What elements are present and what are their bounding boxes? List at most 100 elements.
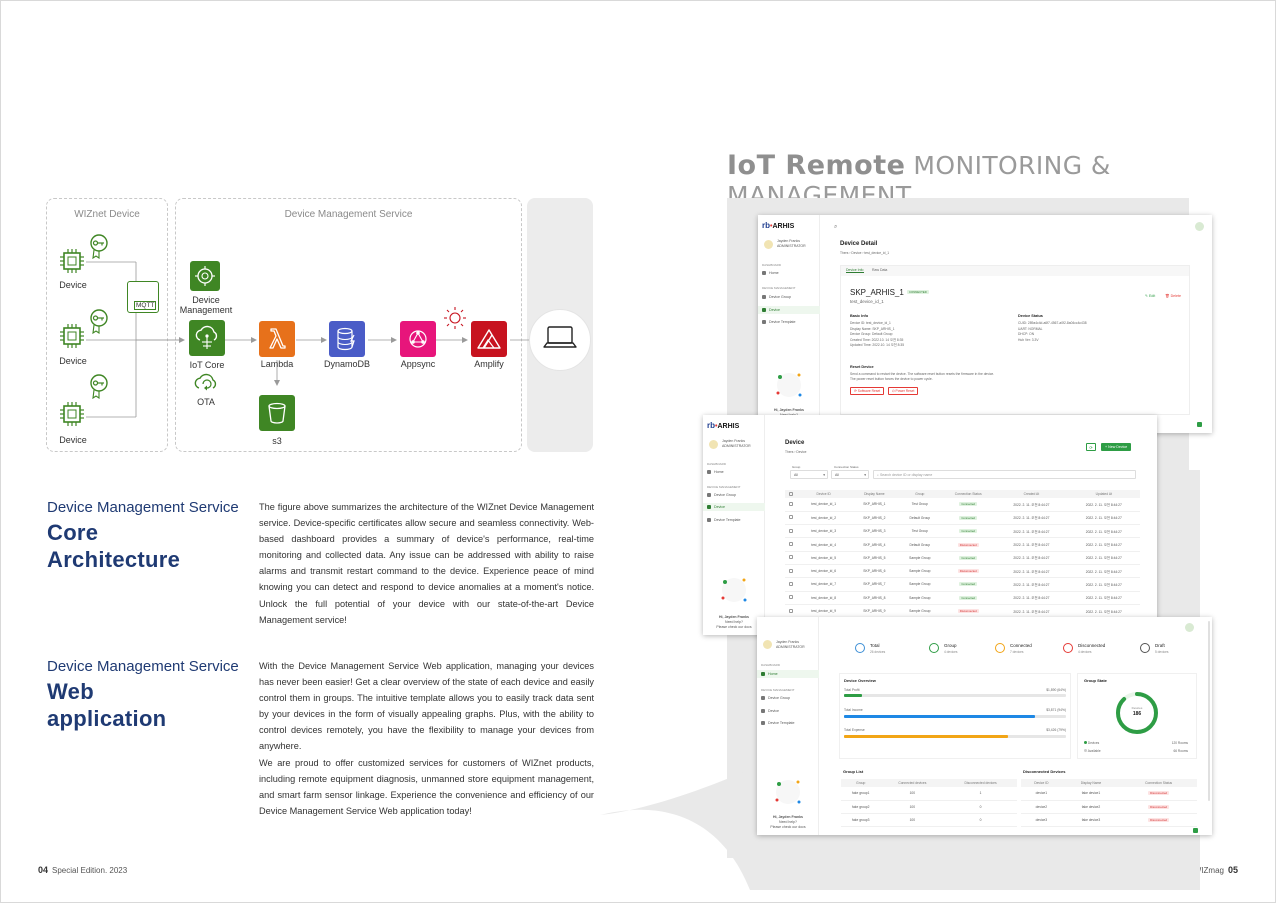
nav-item-device[interactable]: Device	[703, 503, 765, 511]
row-checkbox[interactable]	[785, 564, 797, 579]
table-row[interactable]: test_device_id_5 SKP_ARHIS_5 Sample Group C…	[785, 551, 1140, 565]
avatar[interactable]	[763, 640, 772, 649]
stat-disconnected-label: Disconnected	[1078, 643, 1106, 648]
web-section-body: With the Device Management Service Web a…	[259, 658, 594, 819]
table-cell: device3	[1021, 813, 1062, 828]
column-header[interactable]: Created At	[995, 490, 1068, 498]
web-body-paragraph-2: We are proud to offer customized service…	[259, 757, 594, 816]
nav-home-label: Home	[769, 271, 779, 275]
table-row[interactable]: test_device_id_3 SKP_ARHIS_3 Test Group Con…	[785, 524, 1140, 539]
s3-icon	[259, 395, 295, 431]
device-template-icon	[761, 721, 765, 725]
device-chip-icon-2	[58, 322, 86, 350]
nav-item-home[interactable]: Home	[758, 269, 820, 277]
table-row[interactable]: device2 fake device2 Disconnected	[1021, 800, 1197, 815]
column-header[interactable]: Connected devices	[880, 779, 945, 787]
nav-item-device[interactable]: Device	[757, 707, 819, 715]
row-checkbox[interactable]	[785, 604, 797, 619]
column-header[interactable]: Disconnected devices	[944, 779, 1017, 787]
edit-button[interactable]: ✎ Edit	[1145, 294, 1156, 298]
table-cell: fake group1	[841, 787, 881, 801]
column-header[interactable]: Group	[841, 779, 881, 787]
table-cell: 2022. 2. 11. 오전 8:44:27	[1067, 498, 1140, 512]
core-title-line2: Architecture	[47, 547, 181, 572]
nav-item-device-template[interactable]: Device Template	[757, 719, 819, 727]
table-row[interactable]: test_device_id_1 SKP_ARHIS_1 Test Group Con…	[785, 498, 1140, 512]
legend-label: Devices	[1087, 741, 1100, 745]
column-header[interactable]: Device ID	[797, 490, 851, 498]
software-reset-button[interactable]: ⟳ Software Reset	[850, 387, 885, 395]
row-checkbox[interactable]	[785, 524, 797, 539]
row-checkbox[interactable]	[785, 537, 797, 552]
table-cell: SKP_ARHIS_6	[850, 564, 899, 579]
connection-status-cell: Disconnected	[941, 604, 996, 619]
table-cell: 1	[944, 787, 1017, 801]
tab-device-info[interactable]: Device Info	[846, 268, 864, 273]
nav-item-device-group[interactable]: Device Group	[703, 491, 765, 499]
table-row[interactable]: test_device_id_8 SKP_ARHIS_8 Sample Group C…	[785, 591, 1140, 605]
refresh-button[interactable]: ⟳	[1086, 443, 1096, 451]
nav-item-device-group[interactable]: Device Group	[757, 694, 819, 702]
filter-connection-select[interactable]: All ▾	[831, 470, 869, 479]
heading-iot-remote: IoT Remote	[727, 150, 906, 181]
status-badge: Disconnected	[957, 569, 979, 574]
nav-item-home[interactable]: Home	[703, 468, 765, 476]
table-cell: 100	[880, 787, 945, 801]
row-checkbox[interactable]	[785, 577, 797, 592]
table-cell: test_device_id_9	[797, 604, 851, 619]
delete-button-label: Delete	[1170, 294, 1181, 298]
column-header[interactable]: Display Name	[850, 490, 899, 498]
chat-icon[interactable]	[1193, 828, 1198, 833]
sidebar-illustration	[711, 570, 757, 610]
search-icon[interactable]: ⌕	[834, 224, 838, 230]
web-body-paragraph-1: With the Device Management Service Web a…	[259, 661, 594, 752]
tab-raw-data[interactable]: Raw Data	[872, 268, 888, 272]
dynamodb-icon	[329, 321, 365, 357]
nav-item-home[interactable]: Home	[757, 670, 819, 678]
amplify-alert-icon	[443, 306, 467, 330]
table-cell: 2022. 2. 11. 오전 8:44:27	[1067, 604, 1140, 619]
row-checkbox[interactable]	[785, 551, 797, 565]
filter-group-value: All	[794, 473, 798, 477]
nav-item-device-template[interactable]: Device Template	[758, 318, 820, 326]
delete-button[interactable]: 🗑 Delete	[1165, 294, 1181, 298]
select-all-checkbox[interactable]	[785, 490, 797, 498]
filter-group-select[interactable]: All ▾	[790, 470, 828, 479]
power-reset-button[interactable]: ⏻ Power Reset	[888, 387, 919, 395]
table-row[interactable]: test_device_id_9 SKP_ARHIS_9 Sample Group D…	[785, 604, 1140, 619]
scrollbar[interactable]	[1208, 621, 1210, 801]
table-row[interactable]: device1 fake device1 Disconnected	[1021, 787, 1197, 801]
row-checkbox[interactable]	[785, 591, 797, 605]
column-header[interactable]: Connection Status	[1120, 779, 1197, 787]
table-cell: 2022. 2. 11. 오전 8:44:27	[995, 498, 1068, 512]
avatar[interactable]	[709, 440, 718, 449]
table-cell: SKP_ARHIS_4	[850, 537, 899, 552]
column-header[interactable]: Connection Status	[941, 490, 996, 498]
table-row[interactable]: fake group1 100 1	[841, 787, 1017, 801]
table-row[interactable]: test_device_id_7 SKP_ARHIS_7 Sample Group C…	[785, 577, 1140, 592]
table-row[interactable]: fake group3 100 0	[841, 813, 1017, 828]
table-row[interactable]: test_device_id_6 SKP_ARHIS_6 Sample Group D…	[785, 564, 1140, 579]
device-name: SKP_ARHIS_1	[850, 288, 904, 297]
new-device-button[interactable]: + New Device	[1101, 443, 1132, 451]
table-row[interactable]: test_device_id_4 SKP_ARHIS_4 Default Group…	[785, 537, 1140, 552]
column-header[interactable]: Updated At	[1067, 490, 1140, 498]
avatar[interactable]	[764, 240, 773, 249]
nav-item-device-template[interactable]: Device Template	[703, 516, 765, 524]
nav-section-dashboard: DASHBOARD	[761, 663, 781, 667]
table-row[interactable]: fake group2 100 0	[841, 800, 1017, 815]
profile-avatar[interactable]	[1195, 222, 1204, 231]
column-header[interactable]: Display Name	[1061, 779, 1121, 787]
nav-item-device-group[interactable]: Device Group	[758, 293, 820, 301]
chat-icon[interactable]	[1197, 422, 1202, 427]
table-row[interactable]: device3 fake device3 Disconnected	[1021, 813, 1197, 828]
column-header[interactable]: Device ID	[1021, 779, 1062, 787]
profile-avatar[interactable]	[1185, 623, 1194, 632]
table-row[interactable]: test_device_id_2 SKP_ARHIS_2 Default Group…	[785, 511, 1140, 526]
row-checkbox[interactable]	[785, 498, 797, 512]
wiznet-device-group-title: WIZnet Device	[74, 209, 140, 220]
search-input[interactable]: ⌕ Search device ID or display name	[873, 470, 1136, 479]
row-checkbox[interactable]	[785, 511, 797, 526]
column-header[interactable]: Group	[898, 490, 942, 498]
nav-item-device[interactable]: Device	[758, 306, 820, 314]
